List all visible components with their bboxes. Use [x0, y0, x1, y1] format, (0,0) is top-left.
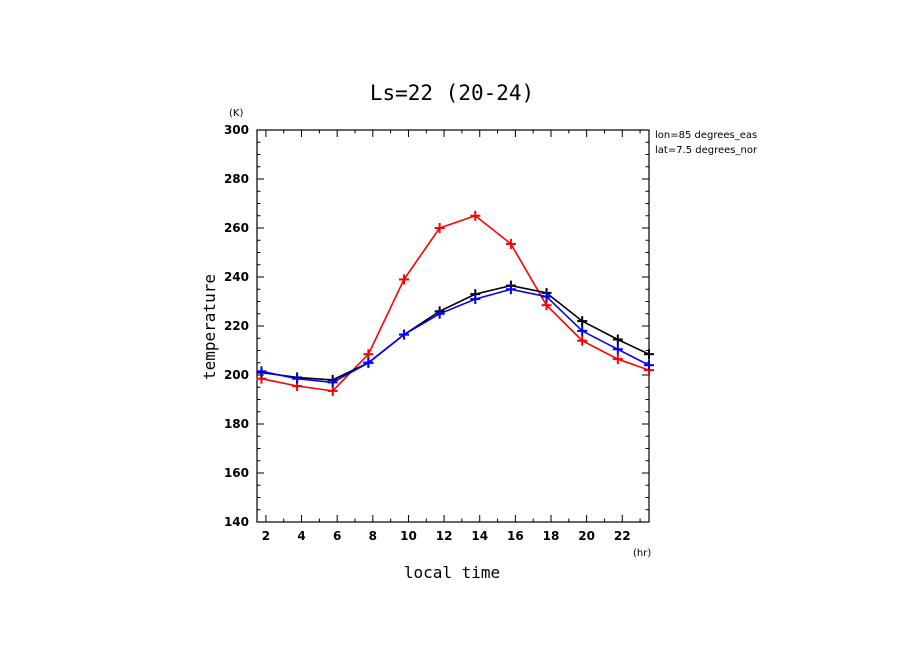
x-tick-label: 2 [262, 529, 270, 543]
data-point-marker [399, 274, 409, 285]
x-tick-label: 6 [333, 529, 341, 543]
data-point-marker [541, 300, 552, 311]
data-point-marker [327, 385, 338, 396]
data-point-marker [612, 344, 623, 355]
data-point-marker [644, 349, 654, 360]
data-point-marker [434, 223, 445, 233]
data-point-marker [612, 334, 623, 345]
x-tick-label: 10 [400, 529, 417, 543]
x-tick-label: 12 [436, 529, 453, 543]
data-point-marker [363, 357, 374, 368]
annotation-lat: lat=7.5 degrees_nor [655, 145, 758, 156]
x-tick-label: 4 [297, 529, 305, 543]
data-point-marker [577, 316, 588, 327]
data-point-marker [505, 284, 516, 295]
x-unit-label: (hr) [633, 548, 651, 559]
chart-title: Ls=22 (20-24) [370, 81, 534, 105]
y-unit-label: (K) [229, 108, 243, 119]
y-tick-label: 160 [224, 466, 249, 480]
data-point-marker [292, 373, 303, 384]
series-line-2 [261, 288, 650, 384]
data-point-marker [434, 308, 445, 319]
data-point-marker [327, 377, 338, 388]
y-tick-label: 180 [224, 417, 249, 431]
x-axis-label: local time [404, 563, 500, 582]
data-point-marker [577, 335, 588, 346]
x-tick-label: 8 [369, 529, 377, 543]
data-point-marker [363, 349, 374, 360]
data-point-marker [577, 325, 588, 336]
data-point-marker [612, 354, 623, 365]
data-point-marker [470, 294, 481, 305]
y-tick-label: 200 [224, 368, 249, 382]
y-tick-label: 280 [224, 172, 249, 186]
series-line-0 [261, 214, 650, 392]
x-tick-label: 22 [614, 529, 631, 543]
axis-ticks: 140 160 180 200 220 240 260 280 300 2 4 6 8 10 12 14 16 1… [224, 123, 649, 543]
annotation-lon: lon=85 degrees_eas [655, 130, 757, 141]
x-tick-label: 14 [471, 529, 488, 543]
y-axis-label: temperature [200, 274, 219, 380]
y-tick-label: 260 [224, 221, 249, 235]
data-point-marker [399, 329, 409, 340]
y-tick-label: 240 [224, 270, 249, 284]
data-point-marker [541, 291, 552, 302]
series-layer [256, 210, 654, 396]
data-point-marker [505, 238, 516, 249]
y-tick-label: 300 [224, 123, 249, 137]
data-point-marker [470, 210, 481, 221]
series-line-1 [261, 284, 650, 381]
x-tick-label: 18 [543, 529, 560, 543]
y-tick-label: 220 [224, 319, 249, 333]
y-tick-label: 140 [224, 515, 249, 529]
x-tick-label: 16 [507, 529, 524, 543]
data-point-marker [644, 360, 654, 371]
x-tick-label: 20 [578, 529, 595, 543]
data-point-marker [256, 366, 267, 377]
